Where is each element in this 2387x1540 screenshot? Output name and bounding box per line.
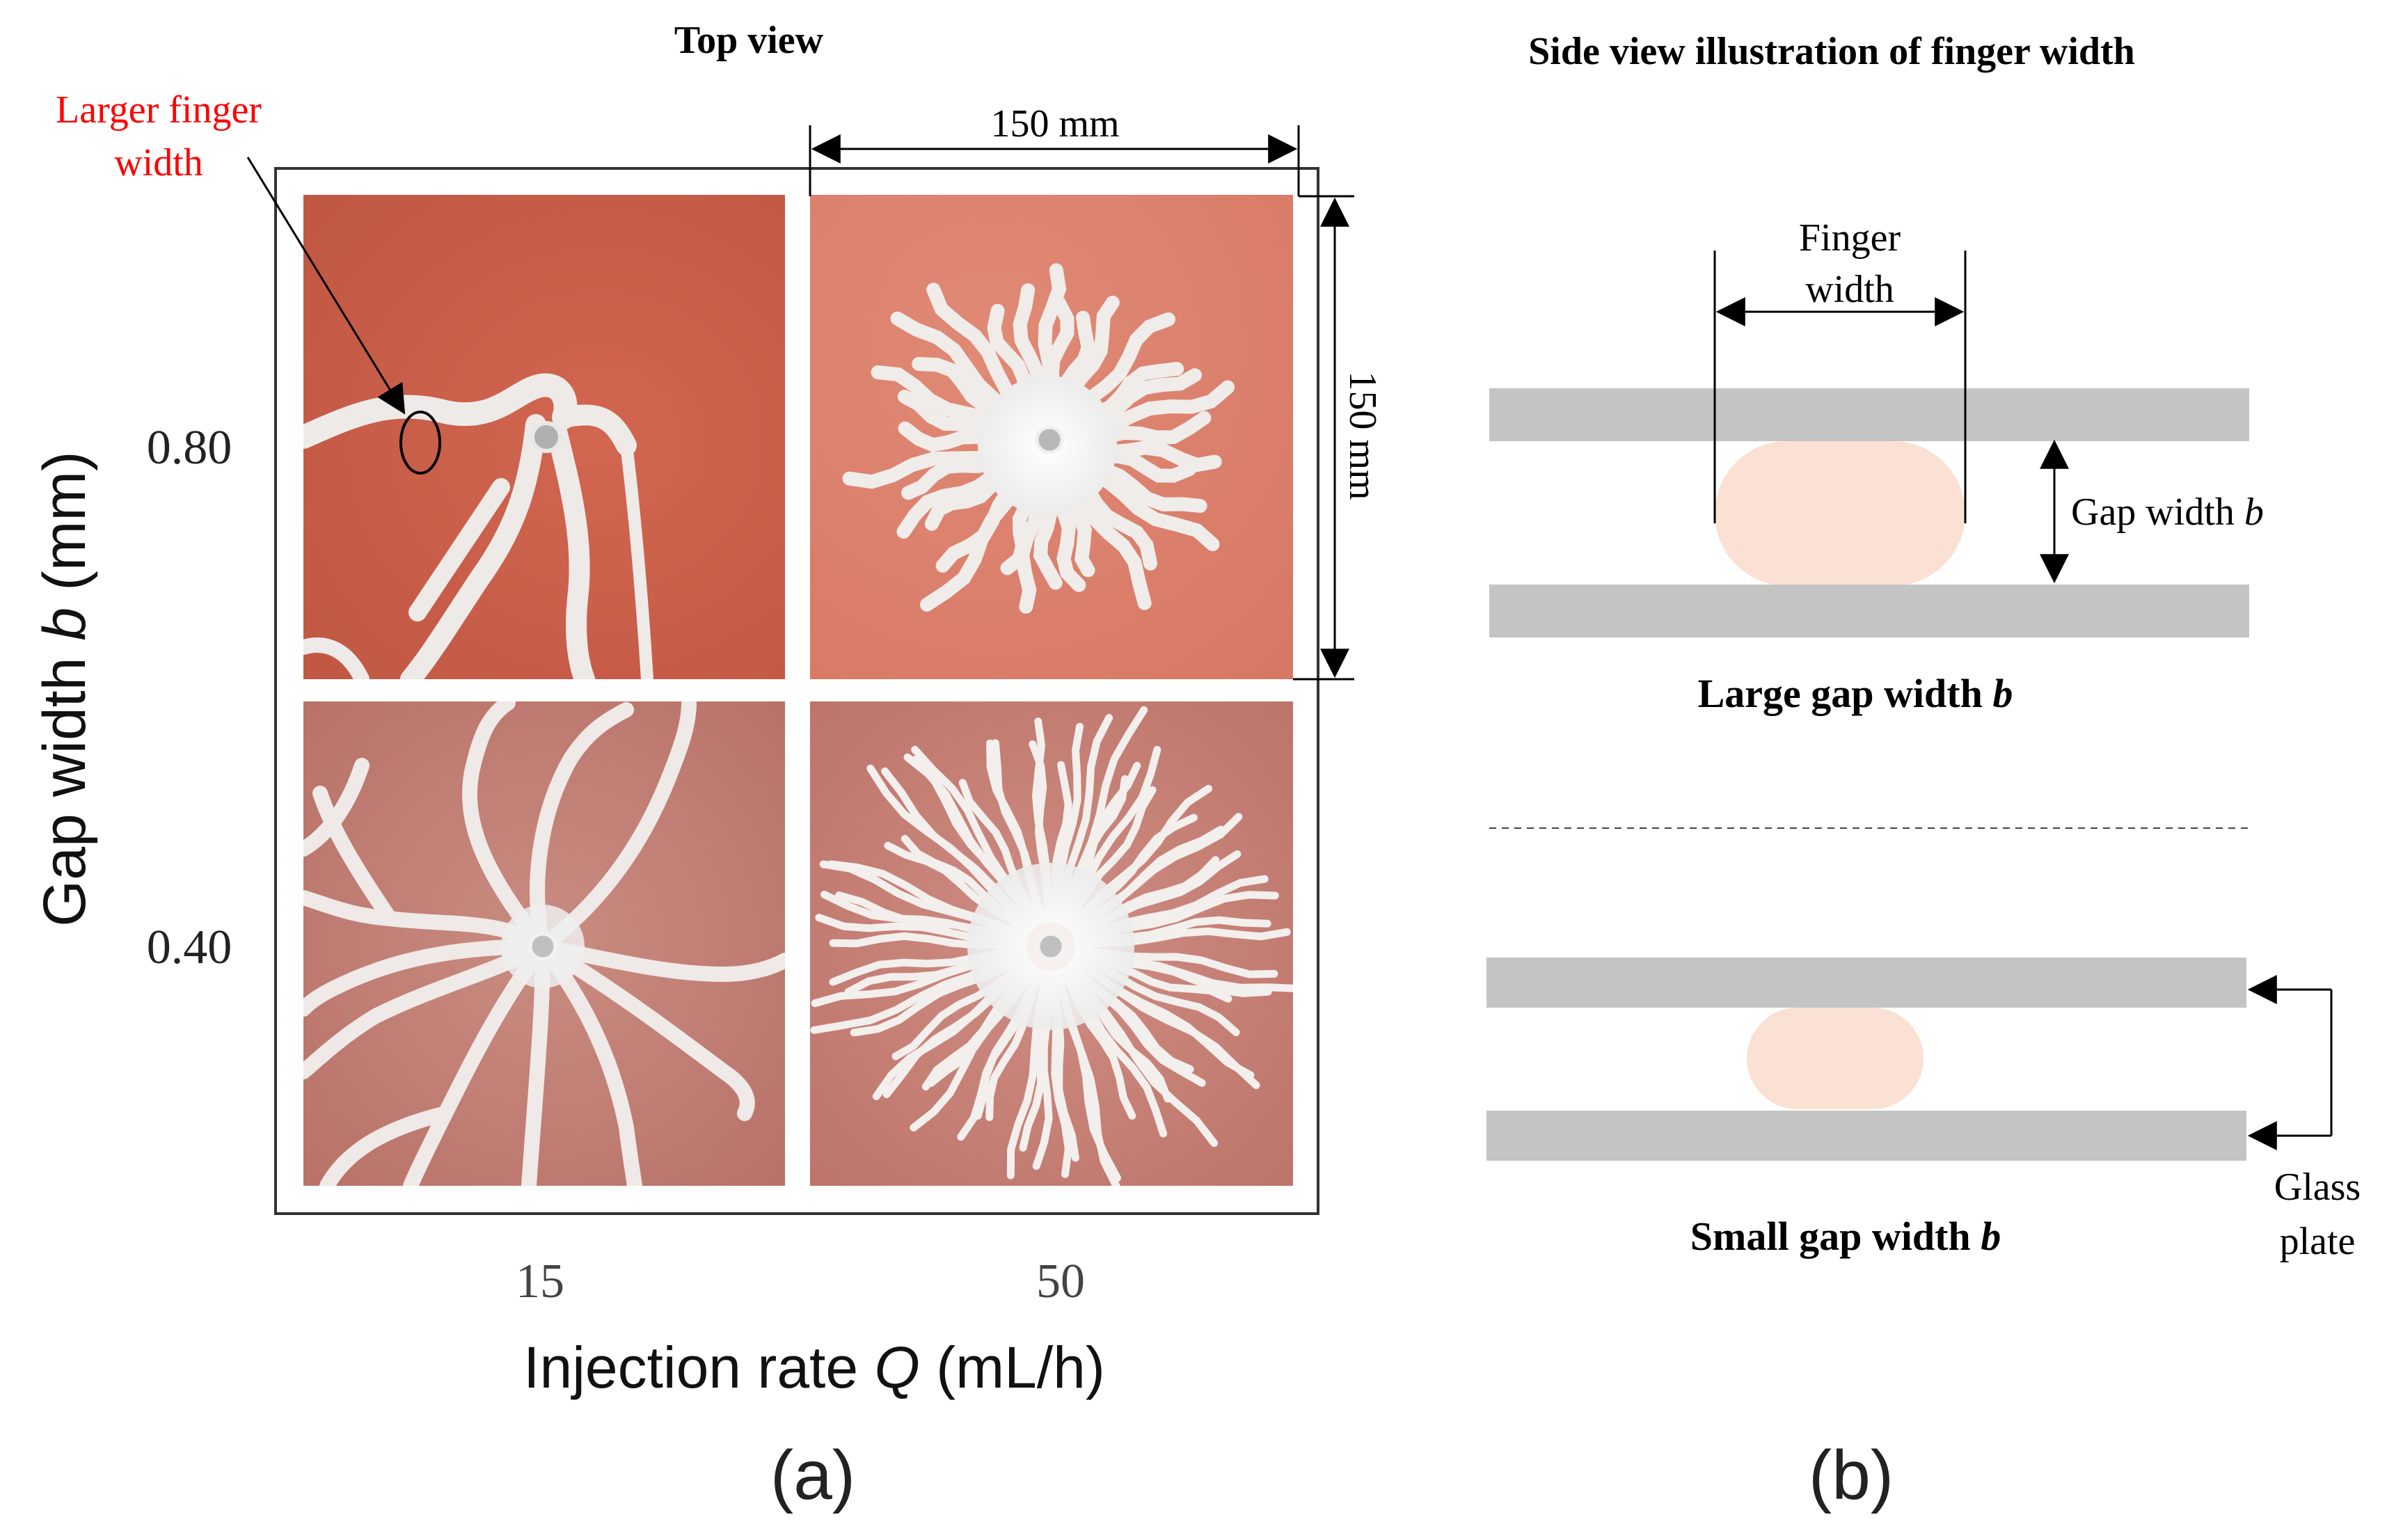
row-label-040: 0.40 [147,921,232,974]
row-label-080: 0.80 [147,421,232,475]
glass-plate-bottom-small [1486,1111,2246,1161]
image-gap040-q15 [303,701,785,1186]
finger-width-line1: Finger [1799,216,1901,260]
finger-width-marker [399,411,441,475]
panel-b: Side view illustration of finger width F… [1486,30,2361,1514]
panel-a: Top view Larger finger width [31,19,1384,1514]
gap-width-label: Gap width b [2071,491,2264,534]
x-axis-label: Injection rate Q (mL/h) [523,1335,1105,1400]
glass-plate-line1: Glass [2274,1166,2361,1209]
caption-b: (b) [1809,1436,1894,1514]
image-gap080-q50 [810,195,1293,679]
large-gap-diagram: Finger width Gap width b Large gap width… [1489,216,2264,716]
glass-plate-top [1489,388,2249,441]
fluid-finger-large [1715,441,1965,586]
caption-a: (a) [770,1436,855,1514]
glass-plate-top-small [1486,958,2246,1008]
glass-plate-bottom [1489,585,2249,637]
panel-b-title: Side view illustration of finger width [1528,30,2135,73]
glass-plate-line2: plate [2280,1220,2356,1263]
small-gap-diagram: Glass plate Small gap width b [1486,958,2361,1263]
panel-a-title: Top view [674,19,824,62]
dimension-vertical-label: 150 mm [1341,371,1384,500]
annotation-leader [246,157,406,415]
image-gap040-q50 [810,701,1293,1186]
large-gap-caption: Large gap width b [1698,671,2013,716]
image-gap080-q15 [303,195,785,679]
col-label-15: 15 [516,1255,564,1308]
annotation-line2: width [114,141,203,184]
dimension-horizontal: 150 mm [809,102,1300,196]
annotation-line1: Larger finger [56,88,262,132]
fluid-finger-small [1747,1008,1924,1109]
small-gap-caption: Small gap width b [1690,1214,2001,1259]
y-axis-label: Gap width b (mm) [31,451,98,926]
dimension-horizontal-label: 150 mm [990,102,1119,145]
dimension-vertical: 150 mm [1293,195,1384,681]
finger-width-line2: width [1805,268,1894,311]
col-label-50: 50 [1036,1255,1085,1308]
